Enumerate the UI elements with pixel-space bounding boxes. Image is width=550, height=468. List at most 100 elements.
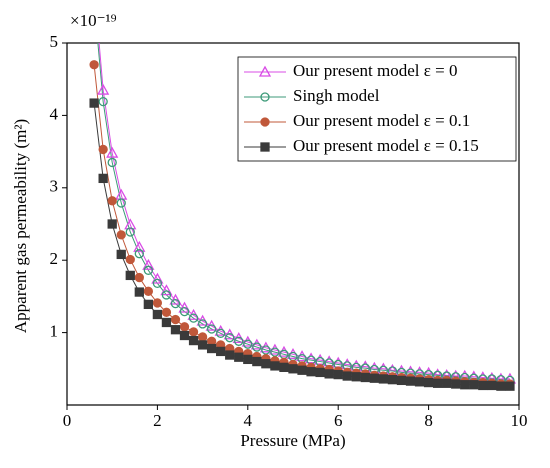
marker — [243, 339, 253, 349]
marker — [496, 381, 506, 391]
marker — [124, 218, 137, 230]
legend-label: Singh model — [293, 86, 380, 105]
marker — [161, 317, 172, 328]
y-tick-label: 2 — [50, 249, 59, 268]
x-tick-label: 8 — [424, 411, 433, 430]
marker — [97, 83, 110, 95]
marker — [179, 322, 190, 332]
marker — [405, 376, 416, 386]
legend-box — [237, 56, 517, 162]
legend-label: Our present model ε = 0.1 — [293, 111, 470, 130]
plot-area — [89, 0, 517, 391]
marker — [116, 249, 126, 260]
marker — [143, 299, 154, 310]
marker — [106, 146, 119, 158]
marker — [160, 284, 173, 296]
marker — [107, 196, 117, 206]
marker — [288, 364, 298, 374]
marker — [98, 173, 108, 184]
marker — [279, 362, 289, 373]
marker — [133, 240, 146, 252]
marker — [342, 371, 352, 381]
marker — [178, 301, 191, 313]
marker — [116, 230, 126, 240]
marker — [197, 319, 208, 329]
marker — [188, 313, 199, 323]
marker — [206, 343, 217, 354]
marker — [315, 367, 325, 378]
marker — [351, 372, 361, 382]
marker — [206, 324, 217, 334]
y-tick-label: 1 — [50, 322, 59, 341]
marker — [225, 333, 235, 343]
marker — [98, 96, 108, 107]
marker — [306, 367, 316, 377]
marker — [243, 354, 253, 365]
marker — [125, 270, 135, 281]
marker — [197, 332, 208, 342]
marker — [360, 372, 370, 383]
marker — [396, 375, 407, 386]
marker — [98, 144, 108, 155]
x-tick-label: 0 — [63, 411, 72, 430]
marker — [188, 335, 199, 346]
marker — [225, 350, 235, 360]
marker — [89, 60, 99, 70]
marker — [369, 373, 380, 383]
marker — [170, 298, 181, 309]
marker — [432, 378, 443, 388]
marker — [297, 365, 307, 375]
y-axis-label: Apparent gas permeability (m²) — [11, 119, 30, 333]
marker — [188, 327, 199, 337]
marker — [143, 265, 154, 275]
y-tick-label: 4 — [50, 104, 59, 123]
x-tick-label: 10 — [511, 411, 528, 430]
y-multiplier: ×10⁻¹⁹ — [70, 11, 117, 30]
marker — [314, 353, 327, 365]
marker — [152, 278, 163, 289]
x-axis-label: Pressure (MPa) — [240, 431, 345, 450]
y-tick-label: 3 — [50, 177, 59, 196]
marker — [170, 314, 181, 325]
marker — [107, 219, 117, 229]
marker — [505, 381, 515, 391]
marker — [478, 380, 488, 391]
marker — [216, 346, 226, 357]
marker — [387, 375, 398, 385]
marker — [125, 227, 135, 237]
x-tick-label: 4 — [244, 411, 253, 430]
marker — [460, 380, 470, 390]
marker — [270, 361, 280, 371]
marker — [179, 306, 190, 317]
marker — [423, 377, 434, 388]
marker — [261, 359, 271, 369]
marker — [125, 254, 135, 265]
marker — [134, 249, 144, 259]
marker — [378, 374, 389, 384]
marker — [252, 356, 262, 367]
marker — [258, 65, 272, 77]
marker — [197, 340, 208, 350]
marker — [451, 379, 461, 389]
marker — [469, 380, 479, 390]
marker — [260, 142, 270, 152]
marker — [260, 117, 270, 127]
marker — [134, 272, 144, 283]
marker — [260, 92, 270, 102]
marker — [152, 298, 163, 308]
marker — [107, 157, 117, 168]
marker — [90, 0, 98, 5]
marker — [442, 378, 452, 388]
marker — [304, 352, 318, 364]
marker — [143, 286, 154, 296]
marker — [270, 347, 280, 357]
marker — [161, 290, 172, 300]
marker — [252, 342, 262, 352]
marker — [134, 287, 144, 297]
marker — [179, 330, 190, 341]
marker — [324, 369, 334, 379]
marker — [234, 336, 244, 346]
marker — [170, 325, 181, 335]
marker — [169, 293, 182, 305]
